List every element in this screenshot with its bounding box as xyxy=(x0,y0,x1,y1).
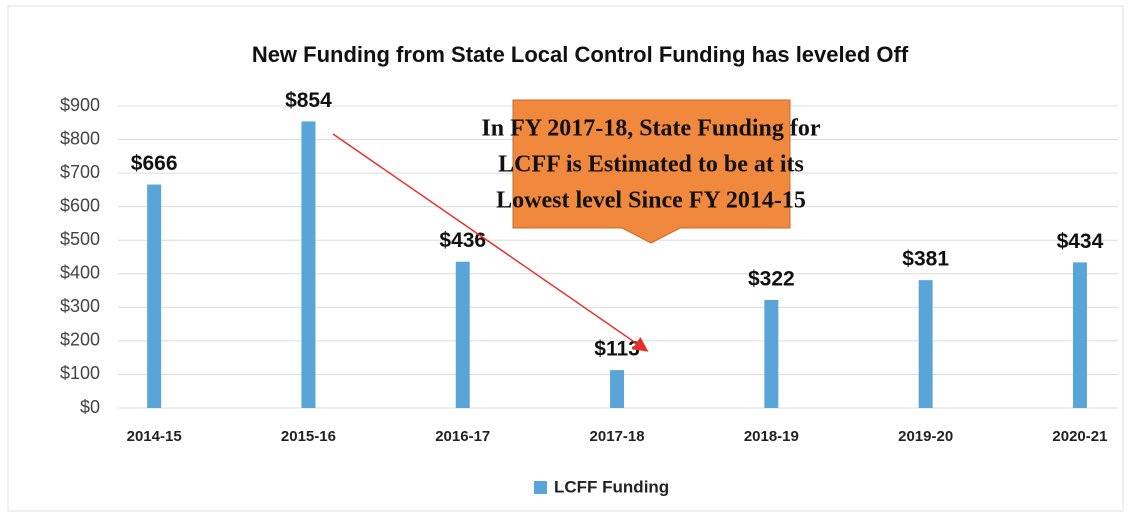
bar xyxy=(147,184,162,408)
plot-area: $0 $100 $200 $300 $400 $500 $600 $700 $800 $900 20… xyxy=(60,89,1118,445)
y-tick-label: $200 xyxy=(60,330,100,350)
y-tick-label: $100 xyxy=(60,363,100,383)
legend-swatch xyxy=(534,481,547,494)
bar xyxy=(301,121,316,409)
bar xyxy=(455,261,470,408)
x-tick-label: 2018-19 xyxy=(744,428,799,445)
callout-box xyxy=(512,99,791,244)
frame xyxy=(7,5,1124,512)
value-label: $434 xyxy=(1057,230,1104,253)
x-tick-label: 2015-16 xyxy=(281,428,336,445)
value-label: $322 xyxy=(748,267,795,290)
callout: In FY 2017-18, State Funding for LCFF is … xyxy=(481,116,820,214)
bar xyxy=(764,299,779,408)
y-tick-label: $700 xyxy=(60,162,100,182)
y-tick-label: $800 xyxy=(60,128,100,148)
y-tick-label: $0 xyxy=(80,397,100,417)
value-label: $854 xyxy=(285,89,332,112)
y-tick-label: $600 xyxy=(60,195,100,215)
x-tick-label: 2016-17 xyxy=(435,428,490,445)
x-tick-label: 2019-20 xyxy=(898,428,953,445)
value-label: $381 xyxy=(902,248,949,271)
value-label: $436 xyxy=(439,229,486,252)
legend-label: LCFF Funding xyxy=(554,477,669,496)
chart-title: New Funding from State Local Control Fun… xyxy=(252,42,909,67)
y-tick-label: $500 xyxy=(60,229,100,249)
callout-text: In FY 2017-18, State Funding for xyxy=(481,116,820,142)
bar xyxy=(918,280,933,408)
bar xyxy=(610,370,625,408)
x-tick-label: 2017-18 xyxy=(590,428,645,445)
bar xyxy=(1072,262,1087,408)
y-tick-label: $400 xyxy=(60,263,100,283)
callout-text: Lowest level Since FY 2014-15 xyxy=(496,188,806,214)
callout-text: LCFF is Estimated to be at its xyxy=(498,152,804,178)
x-tick-label: 2020-21 xyxy=(1052,428,1107,445)
trend-arrow xyxy=(332,133,649,352)
value-label: $113 xyxy=(594,338,640,361)
y-tick-label: $900 xyxy=(60,95,100,115)
y-tick-label: $300 xyxy=(60,296,100,316)
x-tick-label: 2014-15 xyxy=(127,428,182,445)
value-label: $666 xyxy=(131,152,178,175)
